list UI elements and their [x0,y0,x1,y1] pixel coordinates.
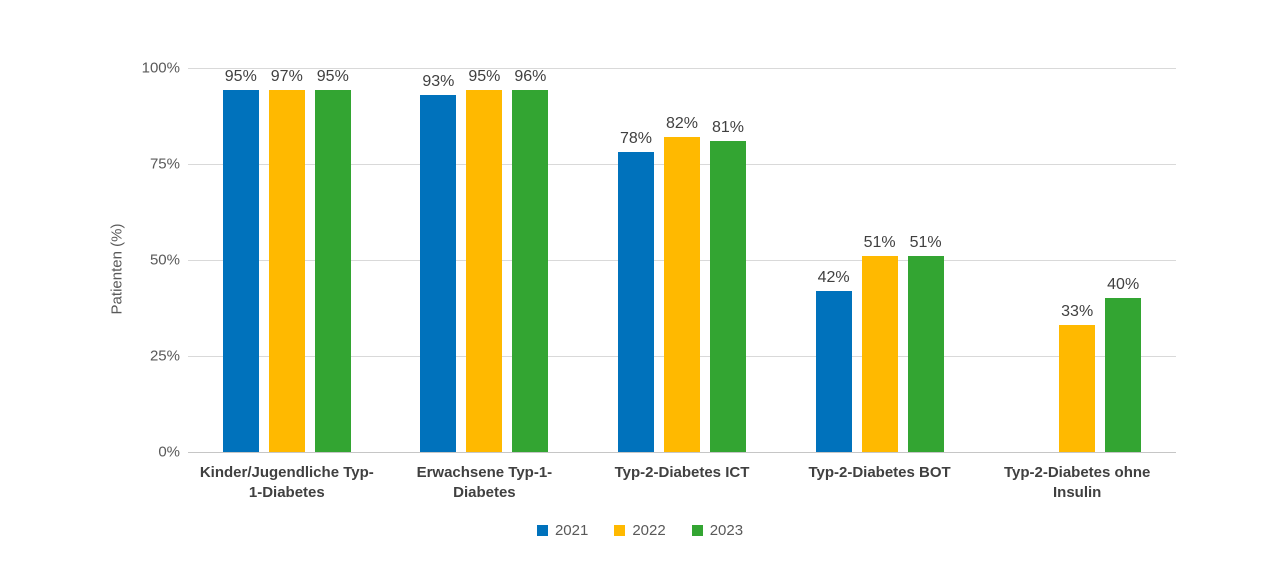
legend-swatch [691,525,703,536]
bar-slot-2022: 97% [268,68,305,452]
legend-item-2021: 2021 [536,522,589,539]
bar-value-label: 40% [1107,276,1140,294]
legend-swatch [536,525,548,536]
bar-slot-2022: 33% [1059,68,1096,452]
bar-2023 [1105,298,1142,452]
gridline [188,68,1176,69]
legend-swatch [614,525,626,536]
bar-value-label: 95% [224,68,257,85]
x-axis-category-label: Typ-2-Diabetes ICT [614,464,750,481]
bar-value-label: 95% [316,68,349,85]
legend-item-2022: 2022 [614,522,666,539]
category-group: 42% 51% 51% [781,68,979,452]
bar-2021 [420,94,457,452]
legend-item-2023: 2023 [691,522,744,539]
bar-slot-2023: 51% [907,68,944,452]
plot-area: 95% 97% 95% 93% 95% 96% 78% 82% 81% 42% 51% 51% 33% 4… [188,68,1176,453]
y-axis-tick-labels: 0% 25% 50% 75% 100% [118,60,180,461]
bar-slot-2021: 42% [815,68,852,452]
bar-slot-2022: 95% [466,68,503,452]
bar-value-label: 97% [270,68,303,85]
y-tick-label: 0% [158,443,180,461]
bar-slot-2023: 40% [1105,68,1142,452]
bar-2022 [466,90,503,452]
bar-2023 [512,90,549,452]
x-axis-category-label: Typ-2-Diabetes ohne Insulin [1003,464,1151,502]
bar-value-label: 82% [665,115,698,133]
bar-slot-2021: 95% [222,68,259,452]
bar-value-label: 33% [1061,303,1094,321]
bar-2022 [663,137,700,452]
bar-slot-2023: 81% [709,68,746,452]
bar-slot-2021: 93% [420,68,457,452]
bar-slot-2023: 95% [314,68,351,452]
legend-label: 2021 [554,522,589,539]
bar-slot-2021 [1013,68,1049,452]
category-group: 95% 97% 95% [188,68,386,452]
bar-value-label: 78% [619,130,652,148]
y-tick-label: 25% [149,347,180,365]
bar-2021 [617,152,654,452]
category-group: 93% 95% 96% [386,68,584,452]
bar-value-label: 51% [909,234,942,252]
x-axis-category-label: Kinder/Jugendliche Typ-1-Diabetes [199,464,374,502]
bar-value-label: 96% [514,68,547,85]
y-tick-label: 50% [149,251,180,269]
x-axis-category-label: Typ-2-Diabetes BOT [808,464,951,481]
bar-slot-2023: 96% [512,68,549,452]
bar-2023 [314,90,351,452]
bar-value-label: 51% [863,234,896,252]
bar-slot-2021: 78% [617,68,654,452]
bar-value-label: 93% [422,72,455,90]
bar-value-label: 81% [711,118,744,136]
legend-label: 2022 [632,522,666,539]
bar-2021 [222,90,259,452]
category-group: 33% 40% [978,68,1176,452]
bar-2022 [1059,325,1096,452]
bar-2021 [815,290,852,452]
bar-slot-2022: 82% [663,68,700,452]
gridline [188,452,1176,453]
legend: 2021 2022 2023 [0,522,1280,539]
y-tick-label: 75% [149,155,180,173]
bar-2022 [861,256,898,452]
bar-2023 [709,140,746,452]
bar-value-label: 42% [817,268,850,286]
y-tick-label: 100% [141,59,180,77]
x-axis-category-labels: Kinder/Jugendliche Typ-1-Diabetes Erwachs… [188,463,1176,504]
bar-groups: 95% 97% 95% 93% 95% 96% 78% 82% 81% 42% 51% 51% 33% 4… [188,68,1176,452]
bar-2023 [907,256,944,452]
category-group: 78% 82% 81% [583,68,781,452]
bar-2022 [268,90,305,452]
bar-value-label: 95% [468,68,501,85]
legend-label: 2023 [709,522,744,539]
x-axis-category-label: Erwachsene Typ-1-Diabetes [416,464,553,502]
bar-slot-2022: 51% [861,68,898,452]
